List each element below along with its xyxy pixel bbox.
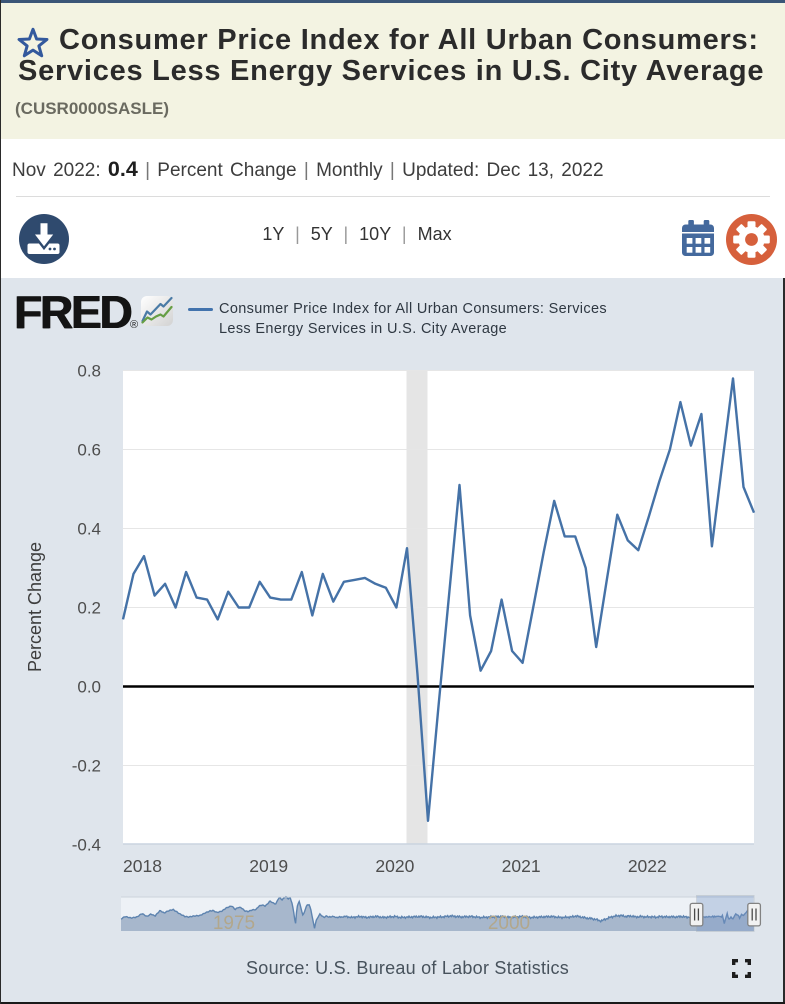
svg-text:Percent Change: Percent Change xyxy=(25,542,45,672)
svg-text:2022: 2022 xyxy=(628,856,667,876)
svg-text:1975: 1975 xyxy=(213,913,255,934)
svg-text:2000: 2000 xyxy=(488,913,530,934)
svg-text:0.4: 0.4 xyxy=(77,520,101,539)
svg-text:-0.4: -0.4 xyxy=(72,836,101,855)
svg-text:0.8: 0.8 xyxy=(77,362,101,381)
svg-text:2021: 2021 xyxy=(502,856,541,876)
svg-text:0.2: 0.2 xyxy=(77,599,101,618)
svg-text:0.6: 0.6 xyxy=(77,441,101,460)
svg-text:0.0: 0.0 xyxy=(77,678,101,697)
svg-text:-0.2: -0.2 xyxy=(72,757,101,776)
svg-text:2019: 2019 xyxy=(249,856,288,876)
svg-text:2018: 2018 xyxy=(123,856,162,876)
svg-text:2020: 2020 xyxy=(375,856,414,876)
